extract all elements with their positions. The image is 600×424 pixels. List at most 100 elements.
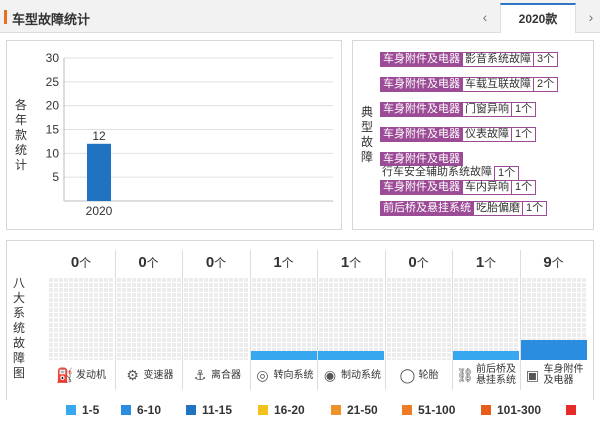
label-char: 各 [14, 98, 27, 112]
fault-name: 行车安全辅助系统故障 [380, 166, 494, 181]
fault-count: 3个 [533, 53, 558, 66]
label-char: 障 [12, 351, 25, 365]
system-column[interactable]: 0个 ⚙ 变速器 [115, 250, 182, 383]
tab-year[interactable]: 2020款 [500, 3, 576, 33]
steering-wheel-icon: ◎ [256, 367, 269, 383]
chevron-right-icon[interactable]: › [588, 9, 594, 25]
fault-tag-cont[interactable]: 行车安全辅助系统故障 1个 [380, 166, 520, 181]
fault-tag[interactable]: 车身附件及电器 影音系统故障 3个 [380, 52, 559, 67]
system-count: 9个 [543, 254, 564, 271]
fault-tag[interactable]: 车身附件及电器 车载互联故障 2个 [380, 77, 559, 92]
system-bar-area [385, 277, 452, 360]
title-accent [4, 10, 7, 24]
system-name: 离合器 [211, 369, 241, 381]
system-label: ⛽ 发动机 [48, 362, 114, 388]
system-count: 1个 [475, 254, 497, 271]
system-name: 制动系统 [341, 369, 381, 381]
legend-item: 11-15 [186, 403, 232, 417]
system-count: 1个 [273, 254, 294, 271]
fault-category: 车身附件及电器 [383, 103, 460, 115]
fault-tag[interactable]: 车身附件及电器 门窗异响 1个 [380, 102, 537, 117]
engine-icon: ⛽ [56, 367, 74, 383]
system-count: 0个 [70, 254, 92, 271]
camera-icon: ▣ [525, 367, 540, 383]
legend-label: 51-100 [418, 403, 456, 417]
systems-label: 八大系统故障图 [12, 276, 26, 381]
legend-label: 6-10 [137, 403, 162, 417]
bar-value-label: 12 [92, 129, 106, 143]
system-label: ⛓ 前后桥及 悬挂系统 [453, 362, 519, 388]
system-count: 0个 [205, 254, 227, 271]
typical-faults-panel: 典型故障 车身附件及电器 影音系统故障 3个 车身附件及电器 车载互联故障 2个 车身附件及… [352, 40, 594, 230]
fault-name: 仪表故障 [462, 128, 511, 141]
label-char: 图 [12, 366, 25, 380]
system-name: 转向系统 [273, 369, 314, 381]
bar [87, 143, 111, 201]
column-divider [452, 250, 453, 390]
fault-name: 车内异响 [462, 181, 511, 194]
tire-icon: ◯ [399, 367, 416, 383]
system-column[interactable]: 1个 ◉ 制动系统 [318, 250, 384, 383]
legend-swatch [481, 405, 491, 415]
system-bar [520, 340, 587, 360]
system-column[interactable]: 0个 ⚓ 离合器 [183, 250, 249, 383]
label-char: 统 [14, 143, 27, 157]
fault-category: 车身附件及电器 [383, 128, 460, 140]
fault-category: 车身附件及电器 [383, 153, 460, 165]
clutch-pedal-icon: ⚓ [193, 367, 207, 383]
chevron-left-icon[interactable]: ‹ [482, 9, 488, 25]
legend-swatch [186, 405, 196, 415]
label-char: 款 [14, 128, 27, 142]
column-divider [114, 250, 116, 390]
system-column[interactable]: 1个 ◎ 转向系统 [250, 250, 317, 383]
label-char: 故 [360, 135, 373, 149]
column-divider [182, 250, 183, 390]
label-char: 八 [12, 276, 25, 290]
system-column[interactable]: 1个 ⛓ 前后桥及 悬挂系统 [453, 250, 519, 386]
label-char: 计 [14, 158, 27, 172]
fault-tag[interactable]: 车身附件及电器 车内异响 1个 [380, 180, 537, 195]
fault-tag[interactable]: 车身附件及电器 仪表故障 1个 [380, 127, 537, 142]
legend-item: 21-50 [331, 403, 378, 417]
y-tick-label: 20 [46, 99, 60, 113]
system-bar-area [453, 277, 519, 360]
label-char: 系 [12, 306, 25, 320]
label-char: 障 [360, 150, 373, 164]
legend-swatch [566, 405, 576, 415]
system-name: 发动机 [76, 369, 106, 381]
label-char: 年 [14, 113, 27, 127]
label-char: 统 [12, 321, 25, 335]
label-char: 故 [12, 336, 25, 350]
brake-disc-icon: ◉ [323, 367, 337, 383]
fault-category: 车身附件及电器 [383, 78, 460, 90]
system-column[interactable]: 0个 ◯ 轮胎 [385, 250, 452, 383]
legend-item: 1-5 [66, 403, 99, 417]
fault-count: 1个 [511, 103, 536, 116]
fault-category: 前后桥及悬挂系统 [383, 202, 471, 214]
fault-tag[interactable]: 车身附件及电器 [380, 152, 463, 167]
system-bar [453, 351, 519, 360]
system-count: 0个 [138, 254, 159, 271]
legend-label: 101-300 [497, 403, 542, 417]
system-column[interactable]: 9个 ▣ 车身附件 及电器 [520, 250, 587, 386]
column-divider [249, 250, 251, 390]
page-title: 车型故障统计 [12, 12, 91, 27]
label-char: 典 [360, 105, 373, 119]
system-column[interactable]: 0个 ⛽ 发动机 [48, 250, 114, 383]
system-name: 车身附件 及电器 [543, 364, 584, 386]
system-count: 1个 [340, 254, 362, 271]
column-divider [519, 250, 521, 390]
system-bar [318, 351, 384, 360]
column-divider [384, 250, 386, 390]
system-count: 0个 [408, 254, 429, 271]
yearly-chart: 5 10 15 20 25 30 12 2020 [46, 51, 333, 218]
gear-shift-icon: ⚙ [126, 367, 139, 383]
fault-tag[interactable]: 前后桥及悬挂系统 吃胎偏磨 1个 [380, 201, 548, 216]
fault-category: 车身附件及电器 [383, 181, 460, 193]
yearly-stats-label: 各年款统计 [14, 98, 28, 173]
yearly-stats-panel: 各年款统计 5 10 15 20 25 30 12 2020 [6, 40, 342, 230]
y-tick-label: 15 [46, 123, 60, 137]
system-bar-area [250, 277, 317, 360]
legend-swatch [121, 405, 131, 415]
legend-item: 6-10 [121, 403, 161, 417]
